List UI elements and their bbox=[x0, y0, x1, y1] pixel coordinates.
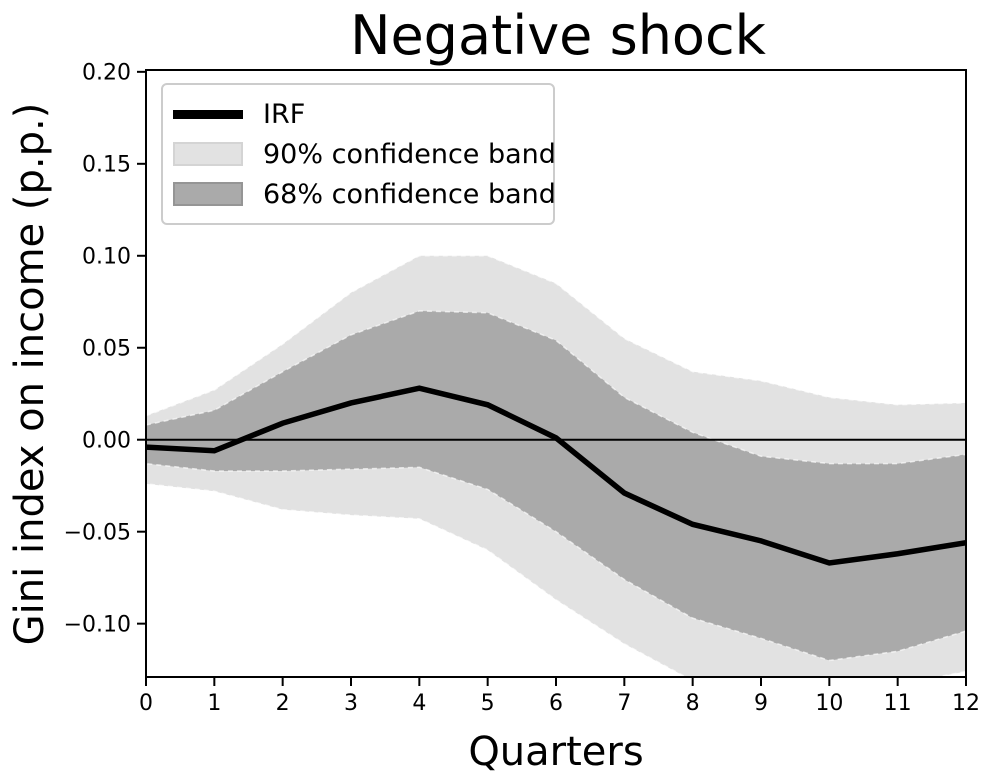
y-tick-label: 0.00 bbox=[82, 428, 131, 453]
legend-line-swatch bbox=[173, 109, 243, 119]
chart-title: Negative shock bbox=[350, 4, 766, 67]
legend-label: 90% confidence band bbox=[263, 138, 556, 170]
legend-item-irf: IRF bbox=[173, 94, 541, 134]
x-tick-label: 4 bbox=[412, 691, 426, 716]
legend-patch-swatch bbox=[173, 142, 243, 166]
x-tick-label: 12 bbox=[952, 691, 980, 716]
legend-patch-swatch bbox=[173, 182, 243, 206]
legend-item-90pct: 90% confidence band bbox=[173, 134, 556, 174]
x-tick-label: 0 bbox=[139, 691, 153, 716]
x-tick-label: 10 bbox=[815, 691, 843, 716]
y-tick-label: −0.10 bbox=[64, 612, 131, 637]
y-axis-title: Gini index on income (p.p.) bbox=[7, 102, 53, 646]
legend-item-68pct: 68% confidence band bbox=[173, 174, 556, 214]
legend-label: IRF bbox=[263, 98, 306, 130]
y-tick-label: 0.10 bbox=[82, 244, 131, 269]
x-tick-label: 2 bbox=[276, 691, 290, 716]
x-axis-title: Quarters bbox=[468, 729, 644, 775]
x-tick-label: 8 bbox=[686, 691, 700, 716]
irf-line bbox=[146, 385, 966, 566]
x-tick-label: 9 bbox=[754, 691, 768, 716]
y-tick-label: 0.20 bbox=[82, 61, 131, 86]
x-tick-label: 11 bbox=[884, 691, 912, 716]
band-68 bbox=[146, 310, 966, 662]
y-tick-label: 0.15 bbox=[82, 153, 131, 178]
x-tick-label: 3 bbox=[344, 691, 358, 716]
x-tick-label: 7 bbox=[617, 691, 631, 716]
legend: IRF 90% confidence band 68% confidence ban… bbox=[161, 83, 556, 225]
y-tick-label: 0.05 bbox=[82, 336, 131, 361]
x-tick-label: 6 bbox=[549, 691, 563, 716]
y-tick-label: −0.05 bbox=[64, 520, 131, 545]
x-tick-label: 5 bbox=[481, 691, 495, 716]
x-tick-label: 1 bbox=[207, 691, 221, 716]
legend-label: 68% confidence band bbox=[263, 178, 556, 210]
